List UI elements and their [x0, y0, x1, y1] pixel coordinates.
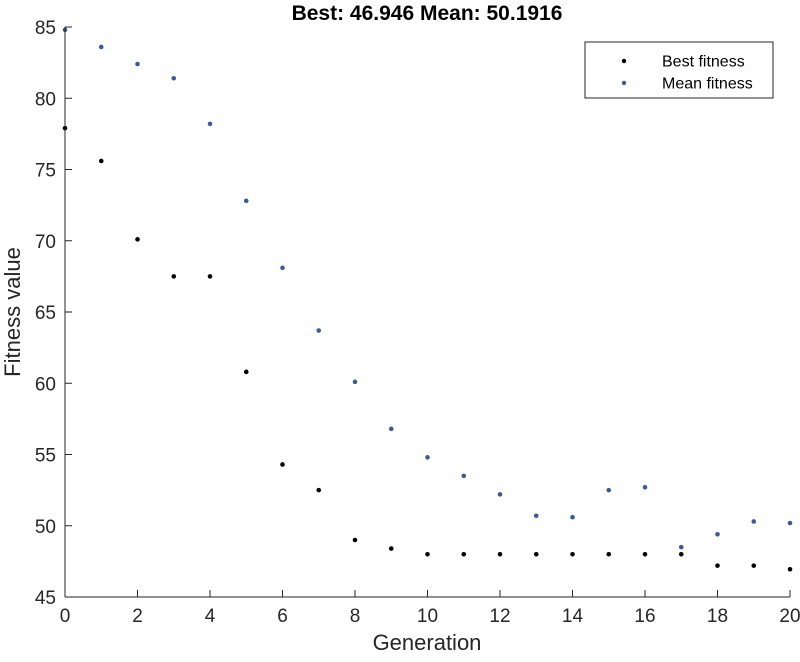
y-tick-label-2: 55	[35, 446, 56, 467]
point-series-1-14	[570, 514, 575, 520]
point-series-1-1	[98, 44, 104, 50]
x-tick-label-10: 20	[779, 606, 800, 627]
point-series-0-7	[316, 487, 322, 493]
series-0	[62, 125, 793, 572]
y-tick-label-0: 45	[35, 588, 56, 609]
legend-marker-best	[621, 58, 627, 64]
chart-title: Best: 46.946 Mean: 50.1916	[292, 2, 563, 25]
legend: Best fitness Mean fitness	[584, 41, 774, 99]
point-series-0-11	[461, 551, 467, 557]
point-series-0-8	[352, 537, 358, 543]
point-series-0-2	[135, 237, 140, 242]
point-series-1-5	[243, 198, 249, 204]
x-tick-label-7: 14	[562, 606, 584, 627]
point-series-0-10	[425, 551, 430, 557]
point-series-1-11	[461, 473, 467, 479]
point-series-1-13	[533, 513, 539, 519]
point-series-0-12	[497, 551, 503, 557]
point-series-1-15	[606, 487, 612, 493]
point-series-1-3	[171, 76, 177, 81]
point-series-0-20	[787, 566, 793, 572]
point-series-1-19	[751, 519, 757, 524]
x-tick-label-4: 8	[350, 606, 361, 627]
y-tick-label-7: 80	[35, 89, 56, 110]
x-tick-label-6: 12	[489, 606, 510, 627]
x-tick-label-3: 6	[277, 606, 288, 627]
legend-label-best: Best fitness	[662, 54, 745, 71]
y-tick-label-6: 75	[35, 161, 56, 182]
point-series-1-4	[207, 121, 213, 127]
point-series-0-14	[570, 551, 575, 557]
point-series-0-18	[715, 563, 720, 568]
point-series-1-16	[642, 484, 648, 490]
y-tick-label-4: 65	[35, 303, 56, 324]
point-series-1-20	[787, 520, 793, 526]
y-tick-label-3: 60	[35, 374, 56, 395]
point-series-1-8	[352, 379, 358, 385]
point-series-1-10	[425, 455, 430, 460]
point-series-1-2	[135, 61, 140, 67]
point-series-0-3	[171, 274, 177, 279]
y-tick-label-8: 85	[35, 18, 56, 39]
point-series-0-4	[207, 274, 213, 279]
axes: 0 2 4 6 8 10 12 14 16 18 20 45 50 55 60 65 70 75 80 85	[35, 18, 800, 627]
point-series-1-9	[388, 426, 394, 432]
point-series-0-6	[280, 462, 285, 467]
point-series-0-1	[98, 158, 104, 164]
data-points	[62, 27, 793, 572]
x-axis-label: Generation	[373, 630, 482, 655]
point-series-1-12	[497, 492, 503, 497]
series-1	[62, 27, 793, 550]
point-series-0-15	[606, 551, 612, 557]
point-series-0-17	[678, 551, 684, 557]
x-tick-label-9: 18	[707, 606, 728, 627]
point-series-0-16	[642, 551, 648, 557]
legend-marker-mean	[621, 80, 627, 86]
x-tick-label-0: 0	[60, 606, 71, 627]
y-axis-label: Fitness value	[0, 247, 25, 377]
legend-label-mean: Mean fitness	[662, 76, 753, 93]
x-tick-label-1: 2	[132, 606, 143, 627]
legend-box	[584, 41, 774, 99]
point-series-1-6	[280, 265, 285, 271]
point-series-1-17	[678, 544, 684, 550]
point-series-0-13	[533, 551, 539, 557]
y-tick-label-5: 70	[35, 232, 56, 253]
point-series-0-19	[751, 563, 757, 568]
point-series-1-7	[316, 328, 322, 333]
point-series-1-18	[715, 532, 720, 537]
x-tick-label-8: 16	[634, 606, 655, 627]
x-tick-label-2: 4	[205, 606, 216, 627]
point-series-0-9	[388, 546, 394, 551]
point-series-0-5	[243, 369, 249, 375]
x-tick-label-5: 10	[417, 606, 438, 627]
y-tick-label-1: 50	[35, 517, 56, 538]
plot-area	[65, 27, 790, 597]
